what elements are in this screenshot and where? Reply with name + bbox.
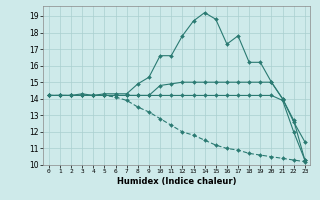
X-axis label: Humidex (Indice chaleur): Humidex (Indice chaleur) <box>117 177 236 186</box>
